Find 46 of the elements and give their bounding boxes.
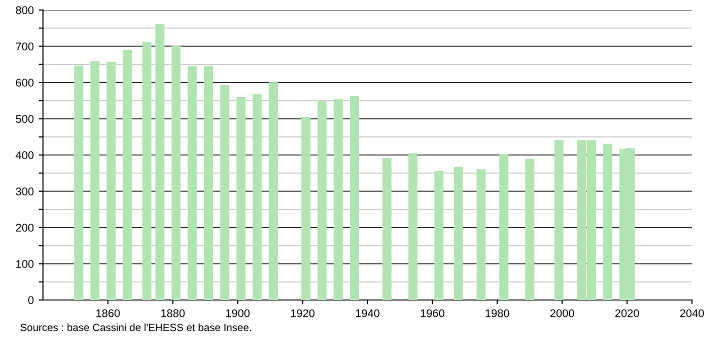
y-tick-label: 400	[16, 151, 34, 160]
bar	[554, 140, 564, 300]
x-tick-label: 2000	[550, 309, 574, 318]
bar	[268, 82, 278, 300]
x-tick-label: 2020	[615, 309, 640, 318]
y-tick-label: 500	[16, 115, 34, 123]
y-tick-label: 0	[28, 296, 34, 304]
bar	[188, 66, 197, 300]
y-tick-label: 700	[16, 42, 34, 50]
bar	[142, 42, 152, 300]
bar	[499, 154, 508, 300]
y-tick-label: 800	[16, 6, 34, 14]
bar	[172, 46, 181, 300]
bar	[350, 96, 360, 300]
y-tick-label: 100	[16, 260, 34, 268]
x-tick-label: 1940	[356, 309, 380, 318]
x-tick-label: 1980	[486, 309, 510, 318]
y-tick-label: 300	[16, 188, 34, 196]
x-tick-label: 1960	[420, 309, 444, 318]
bar	[236, 97, 246, 300]
bar	[204, 66, 214, 300]
bar	[252, 94, 262, 300]
bar	[382, 158, 392, 300]
bar	[106, 62, 116, 300]
bar	[454, 166, 463, 300]
source-note: Sources : base Cassini de l'EHESS et base Insee.	[20, 323, 251, 332]
bar	[525, 158, 534, 300]
x-tick-label: 1860	[96, 309, 120, 318]
bar	[220, 85, 230, 300]
bar	[434, 170, 444, 300]
x-tick-label: 1920	[291, 309, 315, 318]
bar	[334, 99, 343, 300]
bar	[603, 144, 612, 300]
y-tick-label: 200	[16, 224, 34, 232]
bar	[90, 61, 100, 300]
x-tick-label: 1880	[161, 309, 185, 318]
bar	[301, 116, 310, 300]
bar	[74, 65, 84, 300]
y-tick-label: 600	[16, 78, 34, 87]
bar	[476, 169, 486, 300]
bar	[155, 24, 164, 300]
x-tick-label: 1900	[226, 309, 250, 318]
bar	[122, 50, 132, 300]
bar	[318, 100, 327, 300]
x-tick-label: 2040	[680, 309, 704, 318]
bar	[408, 153, 418, 300]
